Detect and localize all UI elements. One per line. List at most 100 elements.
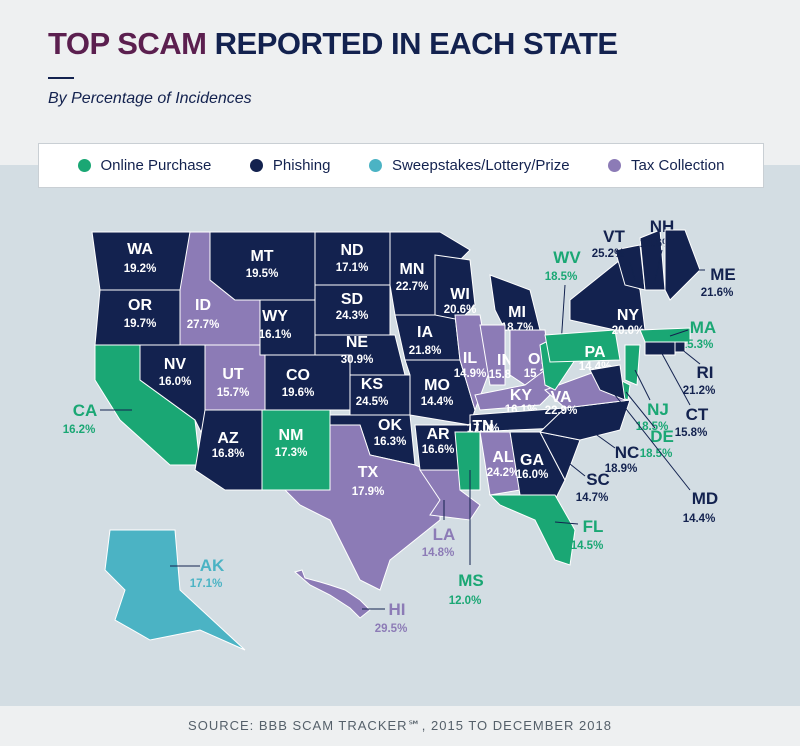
state-value: 14.9% — [454, 368, 487, 380]
leader-line — [679, 347, 701, 365]
state-abbr: PA — [584, 344, 605, 361]
state-value: 19.5% — [246, 268, 279, 280]
legend-label: Sweepstakes/Lottery/Prize — [391, 157, 570, 174]
state-abbr: HI — [389, 600, 406, 619]
legend-item: Online Purchase — [77, 157, 211, 174]
subtitle: By Percentage of Incidences — [48, 90, 252, 107]
state-value: 18.9% — [605, 463, 638, 475]
state — [488, 494, 576, 566]
legend-item: Tax Collection — [608, 157, 724, 174]
state-abbr: UT — [222, 366, 244, 383]
state-abbr: SD — [341, 291, 363, 308]
state — [664, 229, 701, 301]
state-abbr: KY — [510, 387, 533, 404]
leader-line — [554, 521, 579, 525]
state-value: 14.8% — [422, 547, 455, 559]
state-value: 12.0% — [449, 595, 482, 607]
state-abbr: IA — [417, 324, 433, 341]
leader-line — [669, 329, 689, 337]
state-abbr: AR — [426, 426, 450, 443]
state-abbr: FL — [583, 517, 604, 536]
state-value: 15.3% — [681, 339, 714, 351]
state-abbr: GA — [520, 452, 544, 469]
state-abbr: CA — [73, 401, 98, 420]
state-value: 14.5% — [571, 540, 604, 552]
state-abbr: NC — [615, 443, 640, 462]
source: SOURCE: BBB SCAM TRACKER℠, 2015 TO DECEM… — [0, 706, 800, 746]
state-value: 18.5% — [545, 271, 578, 283]
state-value: 27.7% — [187, 319, 220, 331]
state — [293, 569, 371, 619]
state-abbr: WA — [127, 241, 153, 258]
state — [479, 324, 506, 386]
state-abbr: AZ — [217, 430, 239, 447]
state-value: 21.6% — [701, 287, 734, 299]
state-abbr: DE — [650, 427, 674, 446]
legend-swatch — [249, 159, 263, 172]
state-abbr: MI — [508, 304, 526, 321]
state-abbr: NJ — [647, 400, 669, 419]
state-value: 18.5% — [636, 421, 669, 433]
legend: Online Purchase Phishing Sweepstakes/Lotte… — [38, 143, 764, 188]
leader-line — [659, 349, 691, 406]
legend-label: Phishing — [272, 157, 331, 174]
state-value: 20.0% — [612, 325, 645, 337]
state-abbr: VA — [550, 389, 571, 406]
state-value: 19.7% — [124, 318, 157, 330]
state-value: 24.3% — [336, 310, 369, 322]
state — [509, 431, 566, 501]
state-value: 24.2% — [487, 467, 520, 479]
state-abbr: MN — [400, 261, 425, 278]
legend-swatch — [368, 159, 382, 172]
leader-line — [634, 369, 651, 401]
state-value: 29.5% — [375, 623, 408, 635]
leader-line — [629, 261, 636, 281]
state-abbr: NY — [617, 307, 640, 324]
header-band — [0, 0, 800, 165]
state-abbr: ND — [340, 242, 363, 259]
state-abbr: VT — [603, 227, 625, 246]
state-value: 25.2% — [592, 248, 625, 260]
state-abbr: IN — [497, 352, 513, 369]
state-value: 16.6% — [422, 444, 455, 456]
state-value: 16.0% — [159, 376, 192, 388]
state-abbr: NV — [164, 356, 187, 373]
state — [283, 424, 441, 591]
state-abbr: MT — [250, 248, 273, 265]
state-value: 17.9% — [352, 486, 385, 498]
leader-line — [564, 459, 586, 477]
state — [639, 327, 691, 343]
state-abbr: MA — [690, 318, 716, 337]
state-value: 17.3% — [275, 447, 308, 459]
state-abbr: RI — [697, 363, 714, 382]
state-abbr: AK — [200, 556, 225, 575]
state-value: 16.3% — [374, 436, 407, 448]
state-value: 22.9% — [545, 405, 578, 417]
state-value: 19.2% — [124, 263, 157, 275]
state-abbr: TN — [472, 418, 493, 435]
state-value: 18.5% — [640, 448, 673, 460]
leader-line — [614, 394, 691, 491]
state — [644, 341, 676, 356]
state — [454, 314, 491, 412]
state — [454, 431, 481, 491]
title-part: TOP SCAM — [48, 26, 207, 61]
state — [209, 231, 316, 301]
state-value: 21.2% — [683, 385, 716, 397]
legend-label: Tax Collection — [631, 157, 725, 174]
state-abbr: MD — [692, 489, 718, 508]
state-abbr: ID — [195, 297, 211, 314]
state-abbr: ME — [710, 265, 736, 284]
legend-item: Sweepstakes/Lottery/Prize — [368, 157, 570, 174]
state-abbr: NE — [346, 334, 369, 351]
state-value: 14.4% — [421, 396, 454, 408]
state-value: 14.4% — [683, 513, 716, 525]
state-abbr: IL — [463, 350, 477, 367]
legend-swatch — [608, 159, 622, 172]
state — [589, 364, 626, 401]
state-abbr: LA — [433, 525, 456, 544]
leader-line — [625, 391, 656, 429]
state-value: 22.7% — [396, 281, 429, 293]
state-value: 20.6% — [444, 304, 477, 316]
